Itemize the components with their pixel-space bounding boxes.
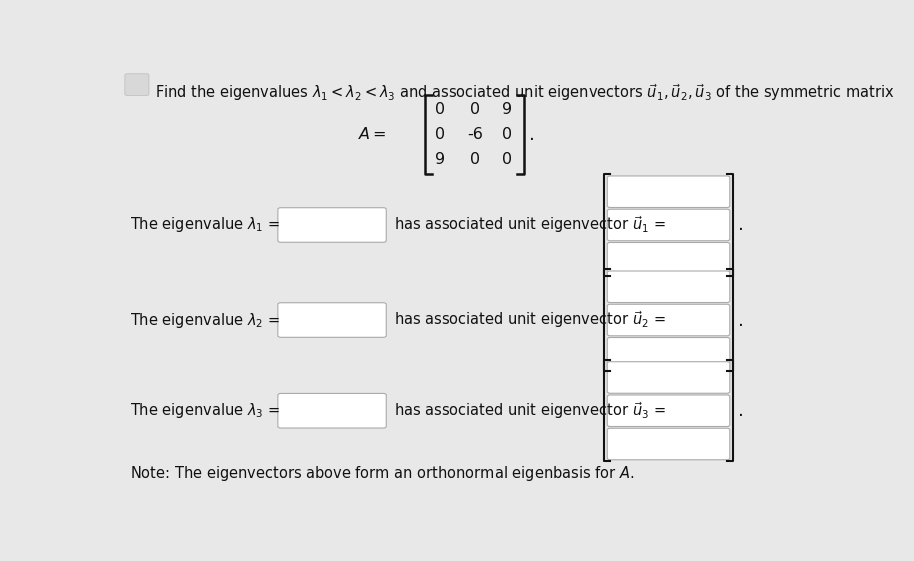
FancyBboxPatch shape <box>607 428 729 460</box>
Text: 0: 0 <box>435 127 445 142</box>
FancyBboxPatch shape <box>607 362 729 393</box>
Text: .: . <box>738 215 743 234</box>
Text: -6: -6 <box>468 127 484 142</box>
Text: .: . <box>738 401 743 420</box>
FancyBboxPatch shape <box>607 209 729 241</box>
Text: 0: 0 <box>471 102 481 117</box>
Text: has associated unit eigenvector $\vec{u}_2$ =: has associated unit eigenvector $\vec{u}… <box>394 310 665 330</box>
FancyBboxPatch shape <box>278 303 387 337</box>
Text: has associated unit eigenvector $\vec{u}_3$ =: has associated unit eigenvector $\vec{u}… <box>394 401 665 421</box>
Text: 0: 0 <box>471 152 481 167</box>
FancyBboxPatch shape <box>278 208 387 242</box>
Text: Find the eigenvalues $\lambda_1 < \lambda_2 < \lambda_3$ and associated unit eig: Find the eigenvalues $\lambda_1 < \lambd… <box>155 82 895 103</box>
FancyBboxPatch shape <box>125 74 149 95</box>
Text: 0: 0 <box>503 152 513 167</box>
FancyBboxPatch shape <box>607 176 729 208</box>
FancyBboxPatch shape <box>607 304 729 336</box>
Text: 9: 9 <box>503 102 513 117</box>
FancyBboxPatch shape <box>607 242 729 274</box>
FancyBboxPatch shape <box>278 393 387 428</box>
FancyBboxPatch shape <box>607 395 729 426</box>
Text: .: . <box>529 125 536 144</box>
Text: The eigenvalue $\lambda_3$ =: The eigenvalue $\lambda_3$ = <box>130 401 280 420</box>
Text: The eigenvalue $\lambda_2$ =: The eigenvalue $\lambda_2$ = <box>130 311 280 329</box>
Text: 0: 0 <box>503 127 513 142</box>
FancyBboxPatch shape <box>607 271 729 302</box>
FancyBboxPatch shape <box>607 338 729 369</box>
Text: has associated unit eigenvector $\vec{u}_1$ =: has associated unit eigenvector $\vec{u}… <box>394 214 665 236</box>
Text: $A=$: $A=$ <box>358 126 387 142</box>
Text: 0: 0 <box>435 102 445 117</box>
Text: Note: The eigenvectors above form an orthonormal eigenbasis for $A$.: Note: The eigenvectors above form an ort… <box>130 464 634 483</box>
Text: .: . <box>738 311 743 329</box>
Text: The eigenvalue $\lambda_1$ =: The eigenvalue $\lambda_1$ = <box>130 215 280 234</box>
Text: 9: 9 <box>435 152 445 167</box>
